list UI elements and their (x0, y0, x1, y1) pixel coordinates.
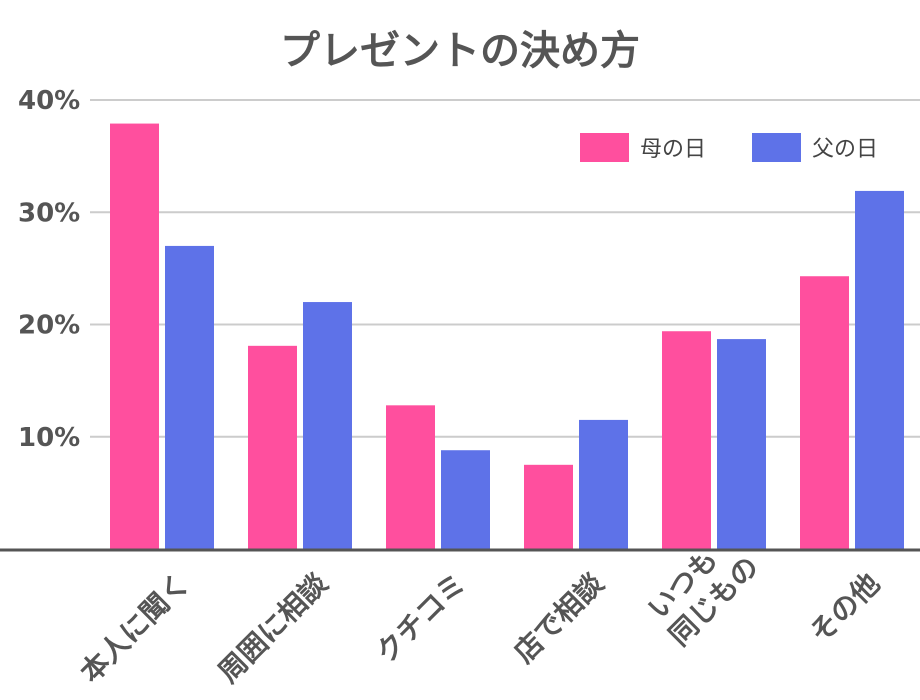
x-tick-label-group: その他 (803, 567, 886, 650)
bar-fathers-day (579, 419, 628, 549)
bar-mothers-day (110, 123, 159, 549)
x-tick-label-group: クチコミ (370, 567, 473, 670)
bar-mothers-day (662, 331, 711, 549)
x-tick-label-group: 周囲に相談 (212, 566, 335, 689)
legend-swatch (580, 133, 629, 162)
bar-fathers-day (855, 190, 904, 550)
bar-fathers-day (441, 450, 490, 549)
legend-label: 母の日 (640, 137, 706, 162)
bar-fathers-day (165, 245, 214, 550)
y-tick-label: 10% (18, 423, 80, 453)
legend-swatch (752, 133, 801, 162)
x-tick-label: その他 (803, 567, 886, 650)
x-tick-label-group: 本人に聞く (74, 567, 196, 689)
legend-label: 父の日 (812, 137, 878, 162)
x-tick-label: 周囲に相談 (212, 566, 335, 689)
chart-title: プレゼントの決め方 (280, 28, 640, 74)
x-tick-label-group: 店で相談 (508, 566, 611, 669)
x-tick-label: 本人に聞く (74, 567, 196, 689)
bar-mothers-day (524, 464, 573, 549)
bar-fathers-day (717, 339, 766, 549)
y-tick-label: 20% (18, 311, 80, 341)
bar-mothers-day (800, 276, 849, 549)
x-tick-label: 店で相談 (508, 566, 611, 669)
y-tick-label: 40% (18, 86, 80, 116)
x-tick-label: クチコミ (370, 567, 473, 670)
bar-fathers-day (303, 302, 352, 549)
bar-mothers-day (248, 345, 297, 549)
y-tick-label: 30% (18, 198, 80, 228)
bar-mothers-day (386, 405, 435, 549)
